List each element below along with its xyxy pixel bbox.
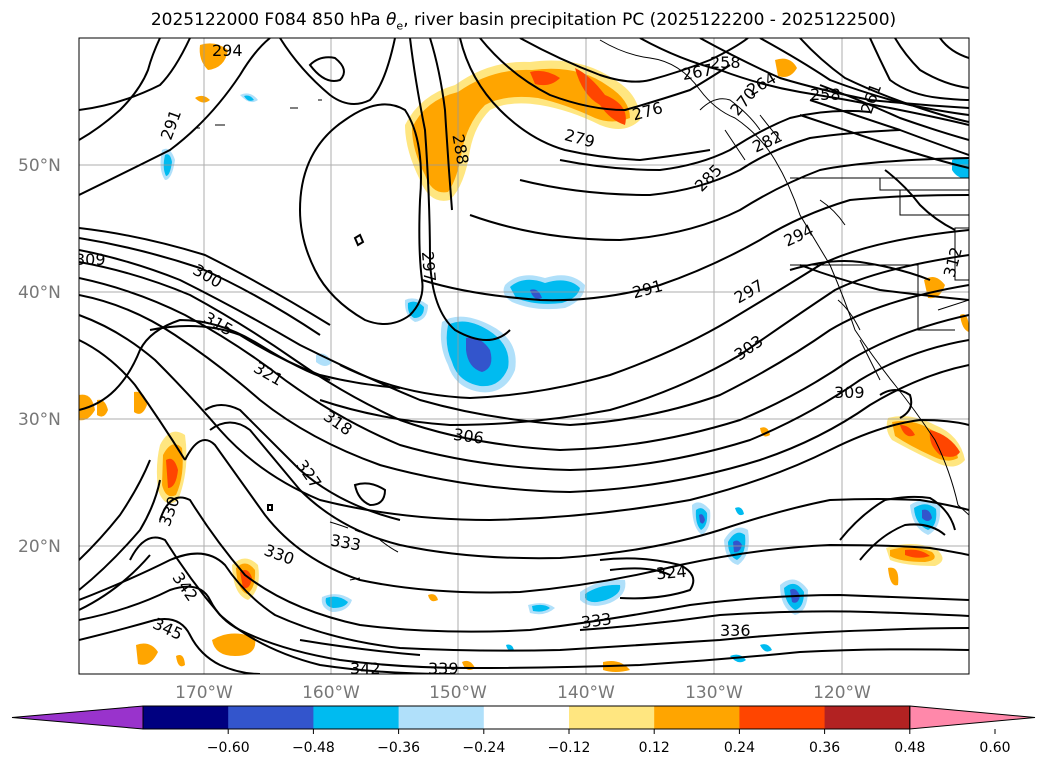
colorbar-tick-label: −0.24 [462,740,505,756]
contour-label: 294 [212,41,243,60]
positive-anomaly-north-core [412,68,630,193]
colorbar-frame [142,705,911,730]
colorbar-swatch [483,706,570,729]
contour-label: 306 [452,425,485,448]
contour-label: 336 [720,621,751,640]
colorbar-swatch [228,706,314,729]
lat-label: 30°N [18,410,61,430]
colorbar-tick-label: −0.36 [377,740,420,756]
colorbar-swatch [824,706,911,729]
contour-label: 333 [580,609,613,632]
lon-label: 160°W [302,683,360,703]
contour-label: 258 [810,85,841,104]
colorbar-tick-label: −0.48 [292,740,335,756]
contour-label: 309 [75,250,106,269]
contour-label: 258 [710,53,741,72]
colorbar-extend-max [909,705,1036,730]
colorbar-tick-label: 0.48 [894,740,925,756]
colorbar-swatch [313,706,400,729]
colorbar-tick-label: −0.60 [207,740,250,756]
positive-anomaly-north-red [530,70,560,86]
colorbar-swatch [569,706,655,729]
colorbar-swatch [739,706,826,729]
contour-label: 309 [834,383,865,402]
contour-label: 297 [418,251,440,283]
lon-label: 170°W [175,683,233,703]
colorbar-tick-label: −0.12 [548,740,591,756]
latitude-labels: 50°N 40°N 30°N 20°N [18,156,61,557]
contour-label: 339 [428,659,459,678]
map-frame [78,37,970,675]
colorbar-tick-label: 0.12 [639,740,670,756]
map-background [79,38,969,674]
colorbar-tick-label: 0.60 [979,740,1010,756]
contour-label: 342 [350,659,381,678]
map-title: 2025122000 F084 850 hPa θe, river basin … [150,10,897,33]
coastlines [195,39,969,581]
colorbar-tick-label: 0.36 [809,740,840,756]
theta-e-contours [79,38,969,674]
colorbar-tick-label: 0.24 [724,740,755,756]
lon-label: 140°W [557,683,615,703]
colorbar-swatch [654,706,740,729]
colorbar-swatch [398,706,485,729]
lat-label: 40°N [18,283,61,303]
colorbar: −0.60 −0.48 −0.36 −0.24 −0.12 0.12 0.24 0.36 0.4… [11,705,1036,756]
colorbar-swatch [143,706,229,729]
colorbar-extend-min [11,705,144,730]
longitude-labels: 170°W 160°W 150°W 140°W 130°W 120°W [175,683,871,703]
precip-anomaly-shading [79,43,969,672]
lat-label: 20°N [18,537,61,557]
contour-label: 324 [655,562,687,584]
map-content: 294 291 288 279 276 267 258 264 258 261 … [75,38,969,678]
lon-label: 130°W [685,683,743,703]
lon-label: 120°W [813,683,871,703]
lon-label: 150°W [429,683,487,703]
lat-label: 50°N [18,156,61,176]
